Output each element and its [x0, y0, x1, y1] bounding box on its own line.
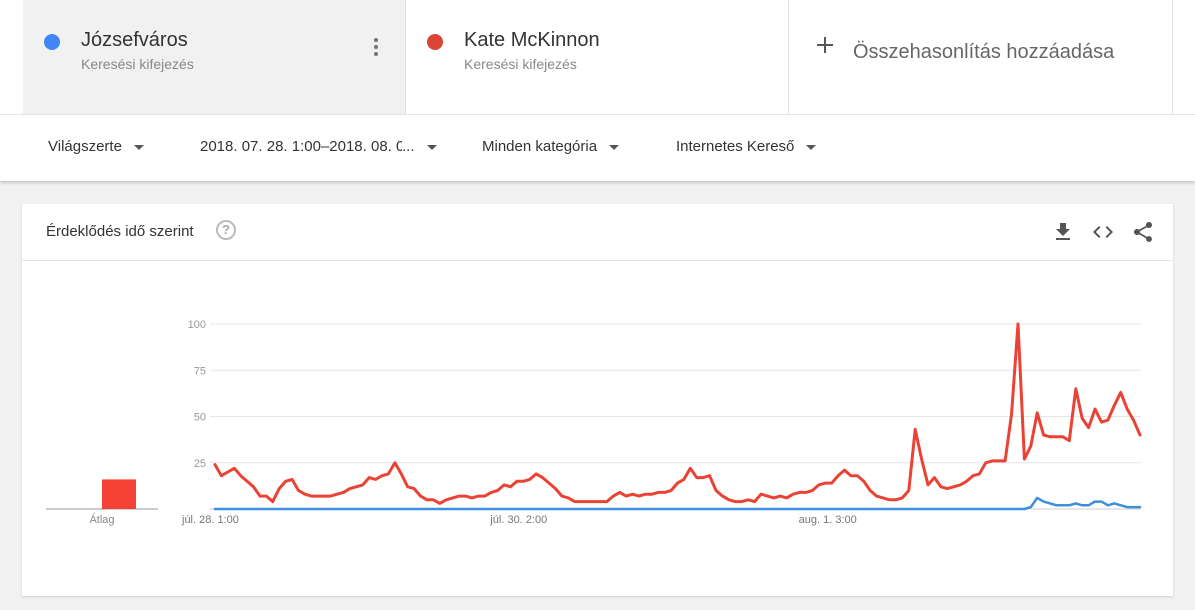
y-tick-label: 25 — [194, 458, 206, 470]
average-bar-kate-mckinnon — [102, 479, 136, 509]
term-color-dot — [44, 34, 60, 50]
interest-chart: 100 75 50 25 júl. 28. 1:00 júl. 30. 2:00 aug. … — [46, 319, 1142, 526]
caret-down-icon — [426, 144, 437, 150]
term-color-dot — [427, 34, 443, 50]
region-label: Világszerte — [48, 138, 122, 155]
caret-down-icon — [133, 144, 144, 150]
y-tick-label: 100 — [188, 319, 206, 331]
series-line-kate-mckinnon — [213, 322, 1142, 505]
panel-title: Érdeklődés idő szerint — [46, 223, 194, 240]
series-line-jozsefvaros — [213, 496, 1142, 511]
more-vert-icon[interactable] — [371, 38, 381, 62]
download-icon[interactable] — [1051, 220, 1075, 244]
region-dropdown[interactable]: Világszerte — [48, 138, 144, 155]
add-comparison-button[interactable]: Összehasonlítás hozzáadása — [789, 0, 1173, 114]
x-tick-label: júl. 30. 2:00 — [489, 514, 547, 526]
ellipsis: ... — [402, 138, 415, 155]
plus-icon — [816, 36, 834, 54]
category-label: Minden kategória — [482, 138, 598, 155]
term-name: Józsefváros — [81, 29, 188, 51]
add-comparison-label: Összehasonlítás hozzáadása — [853, 41, 1115, 63]
search-type-label: Internetes Kereső — [676, 138, 795, 155]
caret-down-icon — [806, 144, 817, 150]
term-name: Kate McKinnon — [464, 29, 600, 51]
question-circle-icon[interactable]: ? — [216, 220, 236, 240]
y-tick-label: 75 — [194, 365, 206, 377]
term-card-kate-mckinnon[interactable]: Kate McKinnon Keresési kifejezés — [406, 0, 789, 114]
embed-code-icon[interactable] — [1091, 220, 1115, 244]
x-tick-label: aug. 1. 3:00 — [799, 514, 857, 526]
time-range-label: 2018. 07. 28. 1:00–2018. 08. 04. 0:00 — [200, 138, 402, 155]
term-type-label: Keresési kifejezés — [81, 56, 194, 72]
search-type-dropdown[interactable]: Internetes Kereső — [676, 138, 817, 155]
interest-over-time-panel: Érdeklődés idő szerint ? 100 75 50 25 júl. 2… — [22, 204, 1173, 596]
category-dropdown[interactable]: Minden kategória — [482, 138, 620, 155]
x-tick-label: júl. 28. 1:00 — [181, 514, 239, 526]
caret-down-icon — [609, 144, 620, 150]
time-range-dropdown[interactable]: 2018. 07. 28. 1:00–2018. 08. 04. 0:00... — [200, 138, 437, 155]
filter-bar: Világszerte 2018. 07. 28. 1:00–2018. 08.… — [0, 114, 1195, 181]
panel-header: Érdeklődés idő szerint ? — [22, 204, 1173, 261]
average-label: Átlag — [89, 513, 114, 526]
share-icon[interactable] — [1131, 220, 1155, 244]
y-tick-label: 50 — [194, 412, 206, 424]
term-type-label: Keresési kifejezés — [464, 56, 577, 72]
term-card-jozsefvaros[interactable]: Józsefváros Keresési kifejezés — [23, 0, 406, 114]
